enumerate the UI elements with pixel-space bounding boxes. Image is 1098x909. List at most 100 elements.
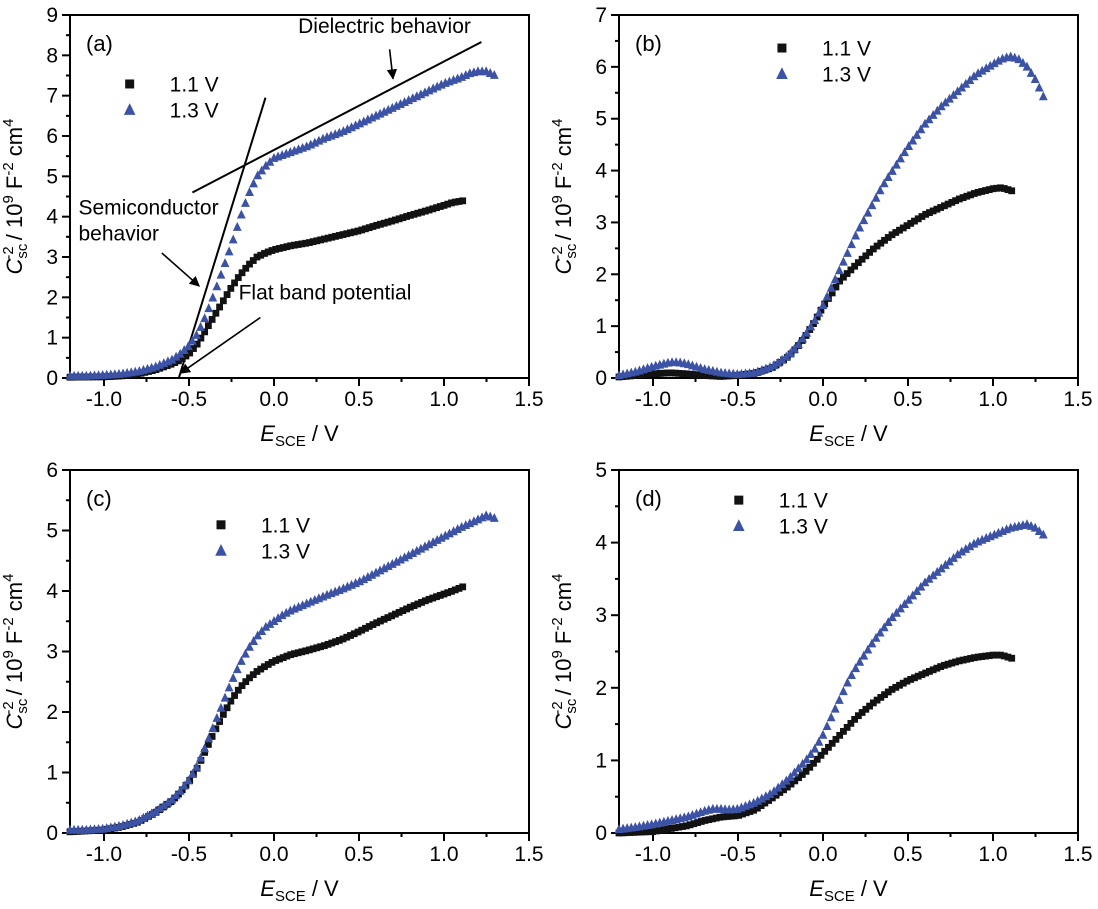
series-1.1-V — [66, 583, 467, 836]
y-tick-label: 9 — [46, 4, 58, 27]
y-axis-ticks: 0 1 2 3 4 5 6 7 8 9 — [46, 4, 70, 390]
legend-item-1.1-V: 1.1 V — [777, 38, 871, 61]
semiconductor-fit-line — [177, 97, 267, 379]
y-tick-label: 0 — [595, 822, 607, 845]
annotation-text: Dielectric behavior — [298, 15, 471, 38]
x-axis-ticks: -1.0 -0.5 0.0 0.5 1.0 1.5 — [635, 833, 1093, 866]
y-axis-title: Csc-2 / 109 F-2 cm4 — [549, 574, 580, 730]
legend-triangle-marker — [776, 67, 788, 79]
panel-letter-b: (b) — [635, 31, 662, 56]
y-axis-ticks: 0 1 2 3 4 5 — [595, 459, 619, 845]
y-tick-label: 2 — [595, 263, 607, 286]
legend-label: 1.3 V — [170, 99, 219, 122]
legend-square-marker — [734, 495, 744, 505]
x-tick-label: -1.0 — [635, 388, 671, 411]
y-tick-label: 5 — [46, 165, 58, 188]
chart-d: -1.0 -0.5 0.0 0.5 1.0 1.5 0 1 2 3 4 5 ESCE / V Csc-2 … — [549, 459, 1093, 905]
legend-label: 1.3 V — [779, 516, 828, 539]
legend-label: 1.1 V — [170, 73, 219, 96]
legend-item-1.3-V: 1.3 V — [732, 516, 828, 539]
y-tick-label: 0 — [46, 822, 58, 845]
x-tick-label: 1.5 — [514, 388, 543, 411]
x-tick-label: 1.0 — [429, 843, 458, 866]
x-tick-label: 1.0 — [429, 388, 458, 411]
y-tick-label: 2 — [595, 677, 607, 700]
y-axis-ticks: 0 1 2 3 4 5 6 — [46, 459, 70, 845]
x-tick-label: 0.0 — [259, 843, 288, 866]
x-tick-label: 1.5 — [1063, 843, 1092, 866]
x-tick-label: -1.0 — [86, 388, 122, 411]
y-tick-label: 4 — [595, 160, 607, 183]
legend-item-1.1-V: 1.1 V — [734, 490, 828, 513]
annotation-dielectric: Dielectric behavior — [298, 15, 471, 80]
y-tick-label: 4 — [46, 206, 58, 229]
x-axis-ticks: -1.0 -0.5 0.0 0.5 1.0 1.5 — [635, 378, 1093, 411]
y-tick-label: 1 — [46, 327, 58, 350]
y-tick-label: 1 — [595, 315, 607, 338]
panel-a: -1.0 -0.5 0.0 0.5 1.0 1.5 0 1 2 3 4 5 6 7 8 9 ESCE / V Cs… — [0, 0, 549, 455]
legend: 1.1 V 1.3 V — [776, 38, 871, 87]
y-axis-title: Csc-2 / 109 F-2 cm4 — [0, 574, 31, 730]
y-tick-label: 1 — [46, 762, 58, 785]
y-tick-label: 1 — [595, 749, 607, 772]
series-1.3-V — [614, 519, 1048, 834]
legend-triangle-marker — [732, 519, 745, 532]
annotation-arrow — [161, 252, 200, 287]
legend-label: 1.3 V — [822, 64, 871, 87]
x-tick-label: 0.0 — [808, 843, 837, 866]
chart-b: -1.0 -0.5 0.0 0.5 1.0 1.5 0 1 2 3 4 5 6 7 ESCE / V Csc-… — [549, 4, 1093, 450]
panel-c: -1.0 -0.5 0.0 0.5 1.0 1.5 0 1 2 3 4 5 6 ESCE / V Csc-2… — [0, 455, 549, 909]
legend-label: 1.1 V — [779, 490, 828, 513]
y-tick-label: 7 — [46, 85, 58, 108]
x-axis-title: ESCE / V — [260, 876, 339, 905]
y-tick-label: 4 — [46, 580, 58, 603]
x-tick-label: 1.5 — [1063, 388, 1092, 411]
chart-c: -1.0 -0.5 0.0 0.5 1.0 1.5 0 1 2 3 4 5 6 ESCE / V Csc-2… — [0, 459, 544, 905]
panel-b: -1.0 -0.5 0.0 0.5 1.0 1.5 0 1 2 3 4 5 6 7 ESCE / V Csc-… — [549, 0, 1098, 455]
panel-d: -1.0 -0.5 0.0 0.5 1.0 1.5 0 1 2 3 4 5 ESCE / V Csc-2 … — [549, 455, 1098, 909]
y-tick-label: 2 — [46, 701, 58, 724]
annotation-text: behavior — [79, 223, 160, 246]
x-tick-label: -0.5 — [171, 388, 207, 411]
annotation-arrow — [386, 49, 398, 80]
x-tick-label: -0.5 — [720, 843, 756, 866]
y-tick-label: 6 — [46, 125, 58, 148]
plot-box — [618, 469, 1079, 834]
y-tick-label: 8 — [46, 44, 58, 67]
x-tick-label: 1.0 — [978, 388, 1007, 411]
x-axis-ticks: -1.0 -0.5 0.0 0.5 1.0 1.5 — [86, 378, 544, 411]
series-1.1-V — [615, 651, 1016, 837]
legend: 1.1 V 1.3 V — [732, 490, 828, 539]
y-tick-label: 4 — [595, 532, 607, 555]
x-tick-label: 1.0 — [978, 843, 1007, 866]
legend-item-1.1-V: 1.1 V — [216, 514, 310, 537]
annotation-semiconductor: Semiconductor behavior — [79, 197, 219, 287]
series-1.3-V — [65, 66, 499, 380]
legend: 1.1 V 1.3 V — [123, 73, 219, 122]
x-tick-label: 1.5 — [514, 843, 543, 866]
panel-letter-c: (c) — [86, 486, 112, 511]
x-tick-label: -0.5 — [720, 388, 756, 411]
legend-item-1.3-V: 1.3 V — [215, 540, 310, 563]
series-1.3-V — [614, 51, 1048, 380]
x-tick-label: 0.0 — [259, 388, 288, 411]
legend-item-1.3-V: 1.3 V — [776, 64, 871, 87]
legend-label: 1.3 V — [261, 540, 310, 563]
x-axis-ticks: -1.0 -0.5 0.0 0.5 1.0 1.5 — [86, 833, 544, 866]
x-tick-label: 0.0 — [808, 388, 837, 411]
y-tick-label: 6 — [46, 459, 58, 482]
x-axis-title: ESCE / V — [809, 876, 888, 905]
series-1.3-V — [65, 510, 499, 834]
x-tick-label: 0.5 — [344, 843, 373, 866]
x-tick-label: -0.5 — [171, 843, 207, 866]
annotation-text: Semiconductor — [79, 197, 219, 220]
y-axis-title: Csc-2 / 109 F-2 cm4 — [0, 119, 31, 275]
legend-square-marker — [216, 520, 226, 530]
x-tick-label: 0.5 — [893, 388, 922, 411]
legend-square-marker — [777, 43, 787, 53]
x-tick-label: 0.5 — [893, 843, 922, 866]
y-tick-label: 0 — [595, 367, 607, 390]
y-tick-label: 0 — [46, 367, 58, 390]
annotation-text: Flat band potential — [239, 281, 412, 304]
